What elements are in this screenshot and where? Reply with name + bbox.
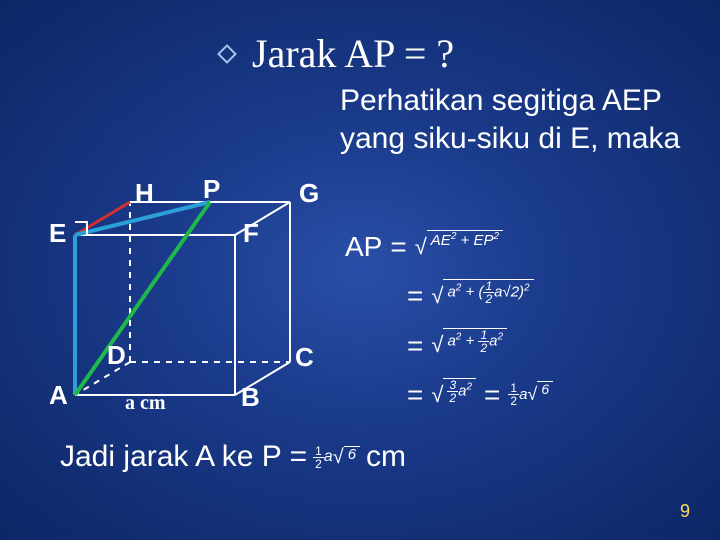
label-d: D	[107, 340, 126, 371]
sqrt-icon: √ AE2 + EP2	[415, 230, 503, 264]
label-g: G	[299, 178, 319, 209]
eq-row-1: AP = √ AE2 + EP2	[345, 225, 553, 268]
label-c: C	[295, 342, 314, 373]
eq-row-3: = √ a2 + 12a2	[345, 324, 553, 367]
label-f: F	[243, 218, 259, 249]
label-b: B	[241, 382, 260, 413]
page-number: 9	[680, 501, 690, 522]
title-row: Jarak AP = ?	[220, 30, 454, 77]
eq-row-2: = √ a2 + (12a√2)2	[345, 274, 553, 317]
label-e: E	[49, 218, 66, 249]
edge-label-ab: a cm	[125, 392, 166, 415]
label-p: P	[203, 174, 220, 205]
conclusion-unit: cm	[366, 440, 406, 474]
intro-text: Perhatikan segitiga AEP yang siku-siku d…	[340, 82, 700, 157]
diamond-bullet-icon	[217, 44, 237, 64]
label-a: A	[49, 380, 68, 411]
cube-svg	[45, 170, 325, 430]
eq-row-4: = √ 32a2 = 12a √6	[345, 373, 553, 416]
slide-title: Jarak AP = ?	[252, 30, 454, 77]
equation-block: AP = √ AE2 + EP2 = √ a2 + (12a√2)2 = √ a…	[345, 225, 553, 423]
eq-lhs: AP	[345, 225, 382, 268]
conclusion-prefix: Jadi jarak A ke P =	[60, 440, 307, 474]
label-h: H	[135, 178, 154, 209]
conclusion: Jadi jarak A ke P = 12 a √6 cm	[60, 440, 406, 474]
cube-diagram: H P G E F D C A B a cm	[45, 170, 325, 430]
